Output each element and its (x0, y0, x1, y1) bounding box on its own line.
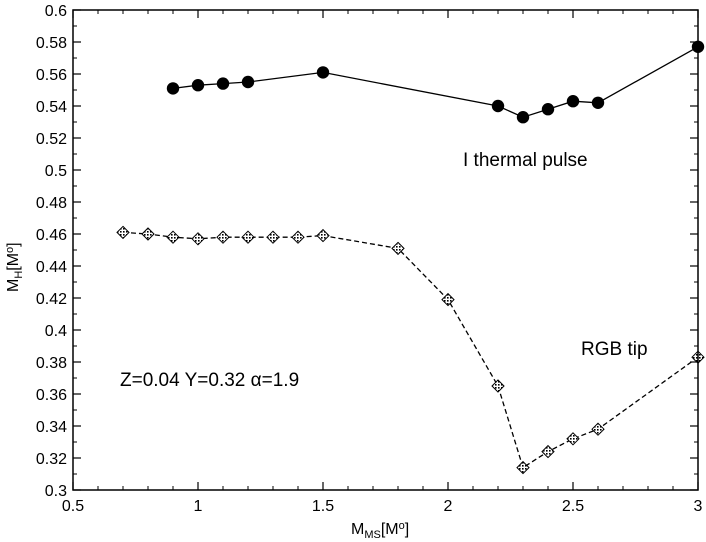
x-tick-label: 1.5 (312, 498, 334, 515)
ticks-layer: 0.5 1 1.5 2 2.5 3 0.3 0.32 0.34 0.36 0.38 0.4 0.42 0.… (36, 3, 703, 515)
y-tick-label: 0.54 (36, 99, 67, 116)
plot-frame (72, 9, 699, 491)
y-tick-label: 0.56 (36, 67, 67, 84)
y-tick-label: 0.34 (36, 419, 67, 436)
y-tick-label: 0.52 (36, 131, 67, 148)
data-point-rgb-tip (316, 228, 330, 243)
annotation-params: Z=0.04 Y=0.32 α=1.9 (120, 370, 299, 391)
data-point-rgb-tip (491, 379, 505, 393)
data-point-rgb-tip (441, 292, 455, 307)
y-axis-label: MH[Mo] (4, 242, 25, 292)
data-point-i-thermal-pulse (516, 111, 530, 124)
y-tick-label: 0.32 (36, 451, 67, 468)
y-tick-label: 0.58 (36, 35, 67, 52)
y-tick-label: 0.38 (36, 355, 67, 372)
data-point-i-thermal-pulse (491, 99, 505, 113)
x-tick-label: 2.5 (562, 498, 584, 515)
y-tick-label: 0.6 (45, 3, 67, 20)
series-layer (116, 40, 705, 475)
y-tick-label: 0.4 (45, 323, 67, 340)
y-tick-label: 0.36 (36, 387, 67, 404)
data-point-i-thermal-pulse (591, 96, 605, 110)
data-point-rgb-tip (266, 230, 280, 244)
y-tick-label: 0.42 (36, 291, 67, 308)
data-point-rgb-tip (191, 232, 205, 246)
data-point-rgb-tip (116, 225, 130, 240)
y-tick-label: 0.44 (36, 259, 67, 276)
x-tick-label: 1 (194, 498, 203, 515)
x-tick-label: 2 (444, 498, 453, 515)
data-point-rgb-tip (541, 444, 555, 459)
data-point-rgb-tip (291, 230, 305, 244)
data-point-rgb-tip (216, 230, 230, 244)
data-point-i-thermal-pulse (216, 77, 230, 90)
y-tick-label: 0.3 (45, 483, 67, 500)
x-axis-label: MMS[Mo] (351, 520, 409, 541)
data-point-i-thermal-pulse (241, 75, 255, 89)
y-tick-label: 0.5 (45, 163, 67, 180)
data-point-i-thermal-pulse (166, 82, 180, 95)
data-point-i-thermal-pulse (541, 103, 555, 116)
data-point-rgb-tip (166, 230, 180, 244)
data-point-i-thermal-pulse (316, 66, 330, 79)
data-point-rgb-tip (591, 422, 605, 436)
y-tick-label: 0.48 (36, 195, 67, 212)
x-tick-label: 0.5 (62, 498, 84, 515)
annotation-rgb-tip: RGB tip (581, 339, 648, 360)
data-point-rgb-tip (516, 460, 530, 475)
x-tick-label: 3 (694, 498, 703, 515)
data-point-i-thermal-pulse (191, 79, 205, 92)
data-point-rgb-tip (566, 432, 580, 446)
annotation-thermal-pulse: I thermal pulse (463, 150, 588, 171)
data-point-rgb-tip (141, 227, 155, 241)
data-point-rgb-tip (391, 241, 405, 256)
data-point-rgb-tip (241, 230, 255, 244)
data-point-i-thermal-pulse (566, 95, 580, 108)
y-tick-label: 0.46 (36, 227, 67, 244)
